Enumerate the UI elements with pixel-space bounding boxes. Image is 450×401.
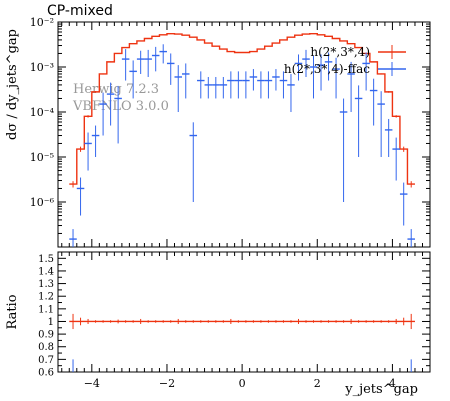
x-tick-label: 4 <box>389 377 396 390</box>
main-plot-frame <box>57 21 431 248</box>
main-y-tick-label: 10⁻² <box>30 16 54 29</box>
series-0-histogram-line <box>69 32 415 185</box>
ratio-y-tick-label: 0.8 <box>38 342 54 353</box>
ratio-y-tick-label: 0.9 <box>38 330 54 341</box>
main-y-tick-label: 10⁻⁶ <box>30 196 55 209</box>
ratio-y-axis-label: Ratio <box>5 294 20 329</box>
main-y-tick-label: 10⁻⁴ <box>30 106 55 119</box>
ratio-y-tick-label: 0.6 <box>38 368 54 379</box>
x-tick-label: 2 <box>314 377 321 390</box>
chart-title: CP-mixed <box>47 3 113 19</box>
generator-annotation: Herwig 7.2.3 <box>73 82 159 97</box>
x-tick-label: 0 <box>239 377 246 390</box>
x-tick-label: −2 <box>159 377 175 390</box>
main-y-tick-label: 10⁻³ <box>30 61 54 74</box>
generator-annotation: VBFNLO 3.0.0 <box>72 99 169 114</box>
x-axis-label: y_jets^gap <box>344 382 418 397</box>
legend-entry-label: h(2*,3*,4)-ffac <box>284 62 370 76</box>
ratio-y-tick-label: 1.1 <box>38 304 54 315</box>
x-tick-label: −4 <box>84 377 100 390</box>
main-y-tick-label: 10⁻⁵ <box>30 151 54 164</box>
ratio-y-tick-label: 0.7 <box>38 355 54 366</box>
ratio-y-tick-label: 1.4 <box>38 266 54 277</box>
ratio-y-tick-label: 1.2 <box>38 292 54 303</box>
legend-entry-label: h(2*,3*,4) <box>310 45 370 59</box>
ratio-plot-frame <box>57 251 431 373</box>
ratio-y-tick-label: 1 <box>48 317 54 328</box>
ratio-y-tick-label: 1.3 <box>38 279 54 290</box>
main-y-axis-label: dσ / dy_jets^gap <box>5 29 20 140</box>
ratio-y-tick-label: 1.5 <box>38 254 54 265</box>
